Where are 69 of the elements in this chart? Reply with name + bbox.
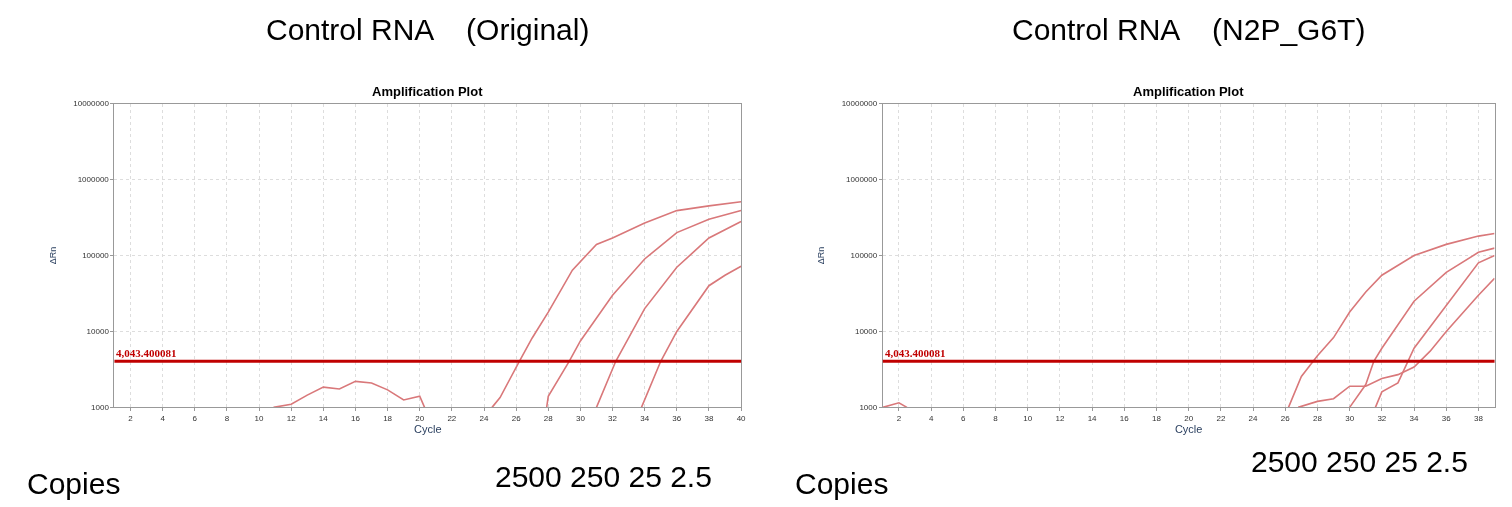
y-axis-title: ΔRn: [815, 246, 826, 265]
x-tick-label: 30: [1345, 413, 1355, 423]
x-tick-label: 22: [1216, 413, 1226, 423]
chart-subtitle: Amplification Plot: [372, 84, 484, 99]
x-tick-label: 4: [160, 413, 166, 423]
x-tick-label: 26: [511, 413, 522, 423]
y-tick-label: 100000: [850, 251, 878, 261]
x-tick-label: 6: [961, 413, 967, 423]
x-tick-label: 2: [896, 413, 902, 423]
ref-line-label: 4,043.400081: [116, 347, 177, 359]
x-tick-label: 26: [1280, 413, 1291, 423]
y-tick-label: 1000000: [846, 175, 878, 185]
x-tick-label: 18: [1152, 413, 1162, 423]
y-tick-label: 10000000: [841, 99, 878, 109]
x-tick-label: 32: [608, 413, 618, 423]
x-tick-label: 16: [351, 413, 361, 423]
chart-subtitle: Amplification Plot: [1133, 84, 1245, 99]
x-tick-label: 2: [128, 413, 134, 423]
x-tick-label: 30: [575, 413, 586, 423]
y-tick-label: 10000: [854, 327, 878, 337]
line-series: [491, 200, 742, 408]
y-tick-label: 1000: [859, 403, 878, 413]
text: 2500 250 25 2.5: [1251, 445, 1468, 478]
x-tick-label: 38: [1473, 413, 1484, 423]
y-tick-label: 100000: [82, 251, 110, 261]
chart-title: Control RNA (Original): [266, 13, 590, 46]
line-series: [545, 209, 742, 408]
x-tick-label: 20: [415, 413, 425, 423]
line-series: [1287, 232, 1495, 408]
x-tick-label: 10: [254, 413, 265, 423]
y-tick-label: 1000000: [77, 175, 110, 185]
chart-title: Control RNA (N2P_G6T): [1012, 13, 1366, 46]
x-tick-label: 28: [543, 413, 554, 423]
line-series: [640, 265, 742, 408]
x-axis-title: Cycle: [414, 422, 442, 435]
x-tick-label: 8: [993, 413, 999, 423]
x-tick-label: 16: [1119, 413, 1130, 423]
ref-line-label: 4,043.400081: [885, 347, 946, 359]
y-axis-title: ΔRn: [47, 246, 58, 265]
x-tick-label: 38: [704, 413, 714, 423]
x-tick-label: 12: [286, 413, 297, 423]
x-tick-label: 36: [672, 413, 682, 423]
x-tick-label: 8: [224, 413, 230, 423]
x-tick-label: 24: [479, 413, 489, 423]
line-series: [272, 380, 426, 408]
text: 2500 250 25 2.5: [495, 460, 712, 493]
x-tick-label: 22: [447, 413, 457, 423]
x-tick-label: 40: [736, 413, 747, 423]
x-tick-label: 10: [1023, 413, 1033, 423]
text: Copies: [27, 467, 121, 500]
x-axis-title: Cycle: [1174, 422, 1203, 435]
x-tick-label: 6: [192, 413, 198, 423]
x-tick-label: 14: [318, 413, 329, 423]
x-tick-label: 28: [1313, 413, 1323, 423]
x-tick-label: 32: [1377, 413, 1387, 423]
x-tick-label: 4: [928, 413, 934, 423]
x-tick-label: 24: [1248, 413, 1259, 423]
x-tick-label: 20: [1184, 413, 1194, 423]
x-tick-label: 18: [383, 413, 393, 423]
x-tick-label: 12: [1055, 413, 1065, 423]
y-tick-label: 10000: [86, 327, 110, 337]
y-tick-label: 10000000: [73, 99, 110, 109]
text: Copies: [795, 467, 889, 500]
y-tick-label: 1000: [91, 403, 110, 413]
x-tick-label: 34: [1409, 413, 1420, 423]
x-tick-label: 36: [1441, 413, 1452, 423]
line-series: [595, 220, 742, 408]
x-tick-label: 34: [640, 413, 650, 423]
x-tick-label: 14: [1087, 413, 1098, 423]
